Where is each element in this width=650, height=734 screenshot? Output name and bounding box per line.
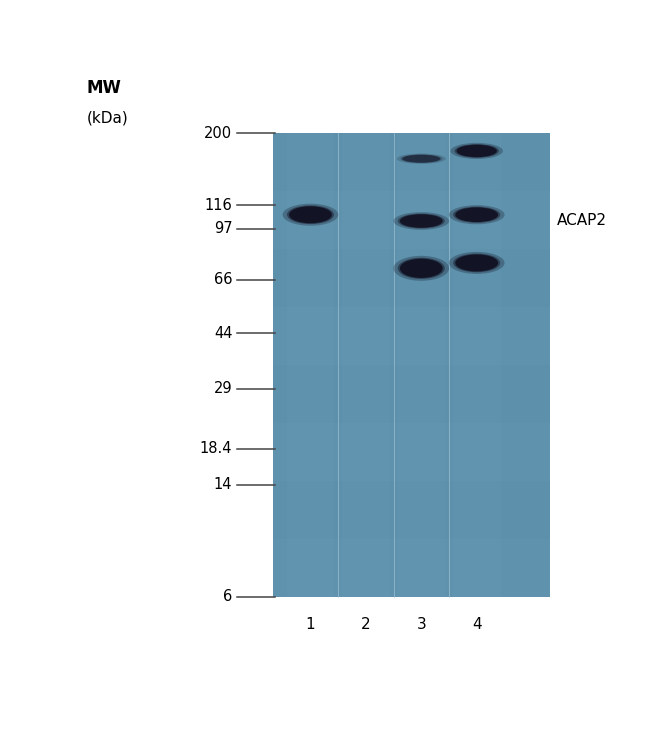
Ellipse shape: [393, 256, 449, 281]
Ellipse shape: [402, 155, 440, 163]
Text: 66: 66: [214, 272, 233, 287]
Text: ACAP2: ACAP2: [557, 214, 607, 228]
Text: 4: 4: [472, 617, 482, 631]
Ellipse shape: [398, 258, 445, 279]
Ellipse shape: [454, 144, 499, 158]
Ellipse shape: [400, 154, 442, 163]
Text: 1: 1: [306, 617, 315, 631]
Bar: [273, 307, 550, 365]
Bar: [273, 481, 550, 539]
Bar: [453, 134, 500, 597]
Ellipse shape: [449, 206, 504, 225]
Text: 2: 2: [361, 617, 370, 631]
Ellipse shape: [456, 145, 497, 157]
Ellipse shape: [398, 214, 445, 228]
Ellipse shape: [283, 204, 338, 226]
Ellipse shape: [393, 212, 449, 230]
Text: 29: 29: [214, 381, 233, 396]
Bar: [273, 365, 550, 423]
Bar: [273, 249, 550, 307]
Ellipse shape: [289, 206, 332, 223]
Bar: [273, 539, 550, 597]
Ellipse shape: [455, 208, 498, 222]
Bar: [397, 134, 445, 597]
Text: 44: 44: [214, 326, 233, 341]
Text: 200: 200: [204, 126, 233, 141]
Bar: [287, 134, 334, 597]
Text: 18.4: 18.4: [200, 441, 233, 456]
Bar: [273, 192, 550, 249]
Text: 14: 14: [214, 477, 233, 493]
Ellipse shape: [400, 214, 443, 228]
Bar: [273, 423, 550, 481]
Text: 97: 97: [214, 222, 233, 236]
Ellipse shape: [453, 254, 500, 272]
Text: 3: 3: [417, 617, 426, 631]
Ellipse shape: [455, 255, 498, 272]
Bar: [273, 134, 550, 192]
Bar: [342, 134, 390, 597]
Ellipse shape: [396, 153, 446, 164]
Ellipse shape: [453, 207, 500, 223]
Text: (kDa): (kDa): [86, 111, 128, 126]
Text: 116: 116: [205, 197, 233, 213]
Ellipse shape: [287, 206, 334, 224]
Text: 6: 6: [223, 589, 233, 604]
Ellipse shape: [449, 252, 504, 274]
Text: MW: MW: [86, 79, 121, 97]
Ellipse shape: [400, 258, 443, 278]
Bar: [273, 134, 550, 597]
Ellipse shape: [450, 143, 503, 159]
